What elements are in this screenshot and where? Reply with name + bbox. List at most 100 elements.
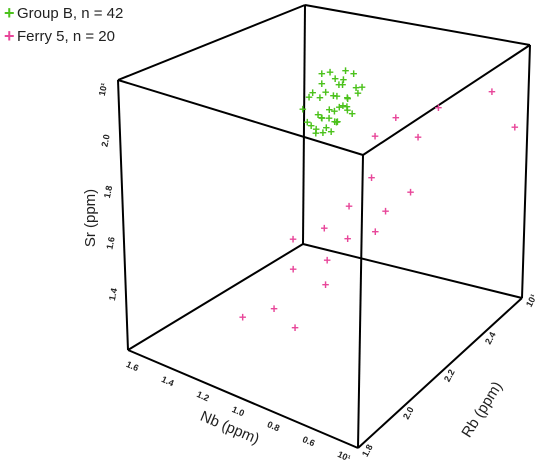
data-point: + [331,114,339,129]
x-tick-label: 1.6 [125,359,141,373]
data-point: + [326,65,334,80]
legend: + Group B, n = 42 + Ferry 5, n = 20 [4,2,123,48]
data-point: + [289,231,297,246]
z-tick-label: 1.6 [104,236,116,250]
data-point: + [335,77,343,92]
x-tick-label: 10¹ [336,449,352,463]
data-point: + [392,110,400,125]
data-point: + [316,90,324,105]
data-point: + [333,88,341,103]
cube-edge [357,154,364,449]
legend-label-group-b: Group B, n = 42 [17,5,124,22]
data-point: + [319,125,327,140]
data-point: + [331,71,339,86]
cube-edge [117,4,306,81]
data-point: + [307,118,315,133]
axis-ticks: 10¹0.60.81.01.21.41.61.82.02.22.410¹1.41… [97,82,539,464]
cube-edges [117,4,531,449]
legend-marker-ferry-5: + [4,26,15,46]
data-point: + [318,76,326,91]
data-point: + [382,203,390,218]
x-tick-label: 1.0 [230,404,246,418]
data-point: + [340,72,348,87]
z-tick-label: 10¹ [97,82,109,97]
cube-edge [302,243,523,299]
data-point: + [299,102,307,117]
data-point: + [344,103,352,118]
legend-label-ferry-5: Ferry 5, n = 20 [17,28,115,45]
data-point: + [322,120,330,135]
data-point: + [270,301,278,316]
legend-marker-group-b: + [4,3,15,23]
x-tick-label: 0.6 [301,434,317,448]
cube-edge [362,44,531,156]
data-point: + [326,102,334,117]
data-point: + [435,100,443,115]
y-axis-label: Rb (ppm) [458,379,506,441]
data-point: + [345,198,353,213]
z-tick-label: 1.8 [102,185,114,199]
data-point: + [325,110,333,125]
cube-edge [521,44,531,299]
data-point: + [371,224,379,239]
data-points: ++++++++++++++++++++++++++++++++++++++++… [239,63,519,335]
y-tick-label: 10¹ [524,292,539,308]
data-point: + [318,111,326,126]
data-point: + [344,90,352,105]
cube-edge [357,297,523,449]
z-tick-label: 1.4 [107,287,119,301]
data-point: + [291,320,299,335]
cube-edge [127,349,359,449]
cube-edge [127,243,304,351]
data-point: + [321,220,329,235]
data-point: + [318,110,326,125]
data-point: + [335,100,343,115]
data-point: + [322,277,330,292]
data-point: + [331,104,339,119]
data-point: + [289,261,297,276]
data-point: + [339,77,347,92]
data-point: + [354,85,362,100]
data-point: + [314,107,322,122]
data-point: + [322,84,330,99]
data-point: + [342,63,350,78]
z-tick-label: 2.0 [99,133,111,147]
data-point: + [312,126,320,141]
data-point: + [334,114,342,129]
data-point: + [312,122,320,137]
cube-edge [117,79,129,351]
axis-labels: Nb (ppm) Rb (ppm) Sr (ppm) [82,189,506,448]
cube-edge [302,4,306,245]
data-point: + [318,66,326,81]
z-axis-label: Sr (ppm) [82,189,99,247]
x-tick-label: 1.4 [160,374,176,388]
x-axis-label: Nb (ppm) [198,408,262,448]
data-point: + [327,124,335,139]
data-point: + [352,80,360,95]
series-0: ++++++++++++++++++++++++++++++++++++++++… [299,63,366,141]
data-point: + [488,84,496,99]
data-point: + [304,114,312,129]
data-point: + [239,310,247,325]
data-point: + [344,231,352,246]
data-point: + [333,114,341,129]
data-point: + [323,253,331,268]
legend-item-ferry-5: + Ferry 5, n = 20 [4,25,123,48]
data-point: + [350,66,358,81]
data-point: + [339,98,347,113]
data-point: + [344,91,352,106]
data-point: + [371,128,379,143]
data-point: + [511,119,519,134]
cube-edge [304,4,531,46]
legend-item-group-b: + Group B, n = 42 [4,2,123,25]
data-point: + [305,90,313,105]
data-point: + [358,79,366,94]
data-point: + [414,129,422,144]
x-tick-label: 0.8 [266,419,282,433]
data-point: + [343,99,351,114]
data-point: + [309,85,317,100]
data-point: + [407,185,415,200]
series-1: ++++ ++++++++ ++++++++ [239,84,519,335]
data-point: + [348,106,356,121]
